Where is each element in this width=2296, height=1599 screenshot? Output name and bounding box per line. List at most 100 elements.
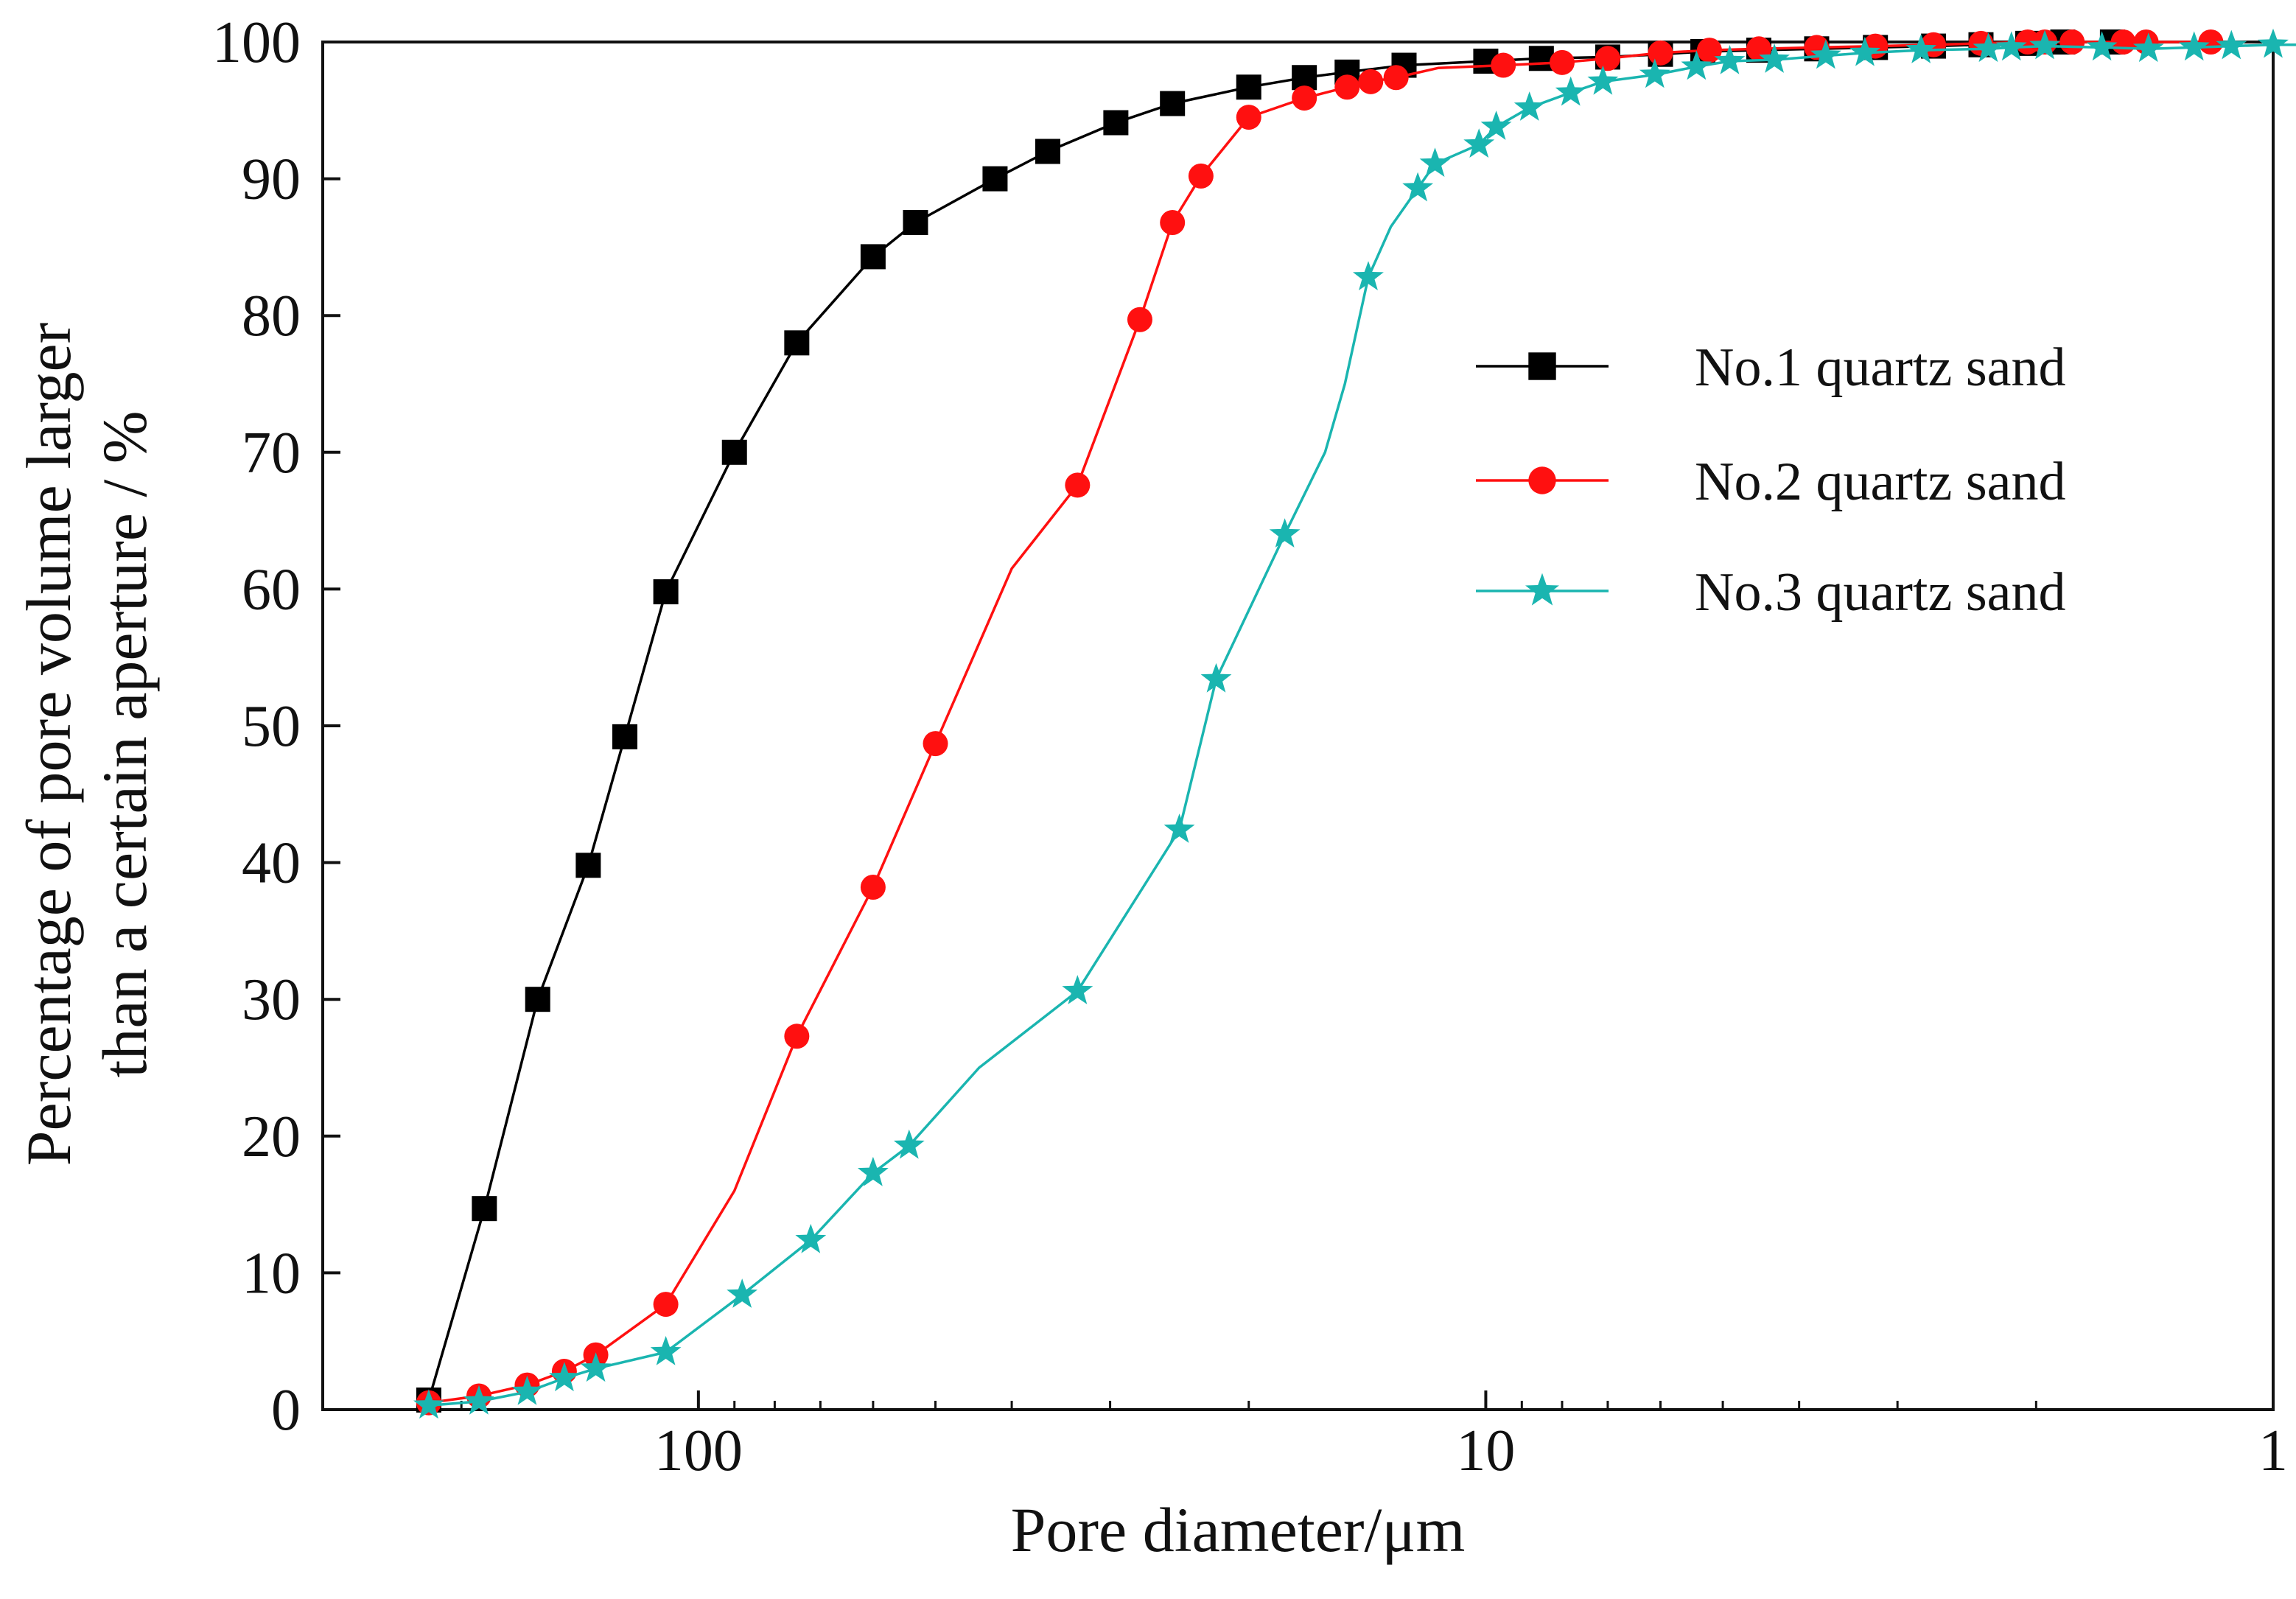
series-2-point: [1127, 307, 1152, 332]
series-1-point: [653, 579, 679, 605]
series-3-point: [1639, 58, 1670, 88]
series-1-point: [982, 166, 1008, 192]
series-2-point: [784, 1024, 810, 1049]
series-3-point: [463, 1385, 494, 1415]
legend-item-2: No.2 quartz sand: [1476, 452, 2065, 512]
series-3-point: [2258, 28, 2289, 58]
series-1-point: [1103, 110, 1129, 136]
series-3-point: [858, 1156, 889, 1186]
series-3-point: [1555, 76, 1586, 106]
series-3-line: [428, 43, 2296, 1407]
series-3-point: [1587, 65, 1619, 95]
legend-marker: [1528, 352, 1556, 380]
series-1-point: [575, 853, 601, 878]
series-3-point: [580, 1352, 612, 1382]
series-3-point: [1513, 91, 1545, 121]
y-tick-label: 80: [242, 284, 301, 349]
series-3-point: [1995, 31, 2027, 61]
legend-marker: [1528, 466, 1556, 494]
series-3-point: [1759, 43, 1790, 73]
y-tick-label: 30: [242, 968, 301, 1032]
y-tick-label: 60: [242, 557, 301, 622]
y-tick-label: 90: [242, 147, 301, 212]
series-1-point: [903, 209, 928, 235]
legend-item-1: No.1 quartz sand: [1476, 337, 2065, 398]
series-3-point: [549, 1362, 580, 1392]
series-3-point: [1810, 39, 1841, 69]
series-3-point: [795, 1223, 827, 1253]
series-1-point: [472, 1196, 497, 1222]
y-axis-title-line1: Percentage of pore volume larger: [13, 323, 84, 1166]
y-tick-label: 50: [242, 694, 301, 759]
y-tick-label: 40: [242, 831, 301, 896]
series-2-point: [2059, 29, 2085, 55]
series-2-point: [2110, 29, 2136, 55]
series-1-point: [525, 987, 550, 1012]
legend-label: No.1 quartz sand: [1695, 337, 2065, 398]
series-3-point: [413, 1389, 444, 1419]
y-tick-label: 100: [212, 10, 301, 75]
series-3-point: [1714, 45, 1746, 74]
series-1-point: [1528, 46, 1554, 71]
legend-marker: [1525, 573, 1559, 606]
y-tick-label: 20: [242, 1105, 301, 1169]
series-2-point: [1160, 209, 1186, 235]
series-3-point: [1681, 50, 1712, 80]
series-2-point: [1188, 163, 1214, 189]
series-2-point: [1292, 85, 1317, 111]
legend-label: No.3 quartz sand: [1695, 562, 2065, 623]
series-3-point: [1062, 975, 1093, 1004]
series-2-point: [1334, 74, 1360, 100]
y-tick-label: 10: [242, 1241, 301, 1306]
series-2-point: [1491, 52, 1516, 78]
series-1-point: [1236, 74, 1261, 100]
series-3-point: [650, 1336, 682, 1365]
series-3-point: [1269, 518, 1301, 547]
series-3-point: [2086, 31, 2118, 61]
series-3-point: [2216, 29, 2247, 60]
series-1-point: [860, 244, 886, 270]
series-2-point: [1595, 46, 1620, 71]
series-2-line: [428, 41, 2211, 1404]
series-3-point: [2132, 32, 2164, 63]
y-tick-label: 70: [242, 421, 301, 486]
series-1-line: [427, 41, 2149, 1401]
series-2-point: [923, 731, 948, 757]
series-1-point: [721, 439, 747, 465]
series-3-point: [2029, 29, 2060, 60]
series-1-point: [1160, 91, 1186, 116]
series-2-point: [1065, 472, 1091, 498]
series-1-point: [784, 330, 810, 356]
series-3-point: [727, 1278, 758, 1308]
series-3-point: [1402, 172, 1434, 202]
series-3-point: [1463, 128, 1495, 158]
series-2-point: [860, 875, 886, 900]
series-3-point: [1163, 814, 1195, 843]
series-3-point: [2178, 31, 2210, 61]
series-3-point: [1480, 111, 1512, 140]
series-3-point: [1849, 36, 1880, 66]
series-3-point: [1905, 34, 1937, 63]
x-axis-title: Pore diameter/μm: [1011, 1494, 1466, 1565]
series-3-point: [1419, 147, 1451, 177]
series-2-point: [653, 1292, 679, 1318]
series-2-group: [416, 29, 2224, 1416]
series-1-point: [1035, 139, 1060, 164]
x-tick-label: 1: [2258, 1418, 2288, 1483]
series-1-point: [612, 724, 638, 749]
series-3-group: [413, 28, 2296, 1419]
series-2-point: [1549, 49, 1575, 75]
series-3-point: [511, 1375, 543, 1405]
x-tick-label: 100: [654, 1418, 743, 1483]
series-2-point: [1648, 40, 1673, 66]
legend-item-3: No.3 quartz sand: [1476, 562, 2065, 623]
y-axis-title-line2: than a certain aperture / %: [89, 411, 160, 1078]
legend-label: No.2 quartz sand: [1695, 452, 2065, 512]
series-2-point: [1358, 69, 1384, 94]
series-1-group: [416, 29, 2149, 1413]
series-3-point: [893, 1129, 925, 1159]
series-3-point: [1200, 662, 1232, 693]
series-3-point: [1353, 261, 1384, 290]
